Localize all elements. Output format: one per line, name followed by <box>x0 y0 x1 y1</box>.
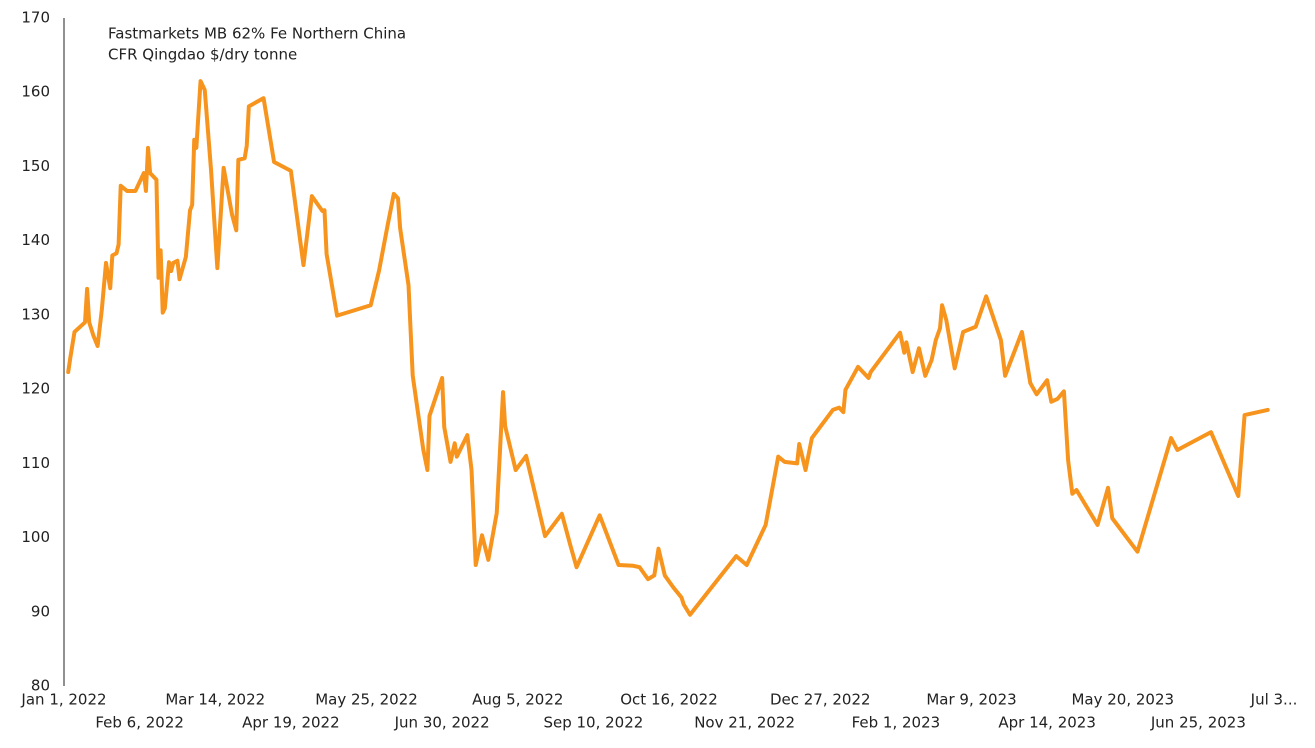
y-tick-label: 140 <box>21 231 50 249</box>
x-tick-label: May 25, 2022 <box>315 691 418 709</box>
y-tick-label: 100 <box>21 528 50 546</box>
y-tick-label: 90 <box>31 602 50 620</box>
x-tick-label: Nov 21, 2022 <box>694 714 795 732</box>
x-tick-label: Oct 16, 2022 <box>620 691 718 709</box>
x-tick-label: Aug 5, 2022 <box>472 691 563 709</box>
x-tick-label: May 20, 2023 <box>1071 691 1174 709</box>
chart-title-line: Fastmarkets MB 62% Fe Northern China <box>108 25 406 43</box>
y-tick-label: 80 <box>31 677 50 695</box>
y-tick-label: 150 <box>21 157 50 175</box>
y-tick-label: 110 <box>21 454 50 472</box>
x-tick-label: Feb 1, 2023 <box>852 714 941 732</box>
price-line <box>66 79 1270 617</box>
x-tick-label: Jun 30, 2022 <box>394 714 490 732</box>
x-tick-label: Jul 3... <box>1250 691 1298 709</box>
y-tick-label: 160 <box>21 83 50 101</box>
x-tick-label: Jun 25, 2023 <box>1150 714 1246 732</box>
x-tick-label: Apr 19, 2022 <box>242 714 340 732</box>
y-tick-label: 120 <box>21 380 50 398</box>
x-tick-label: Mar 9, 2023 <box>926 691 1016 709</box>
y-tick-label: 170 <box>21 9 50 27</box>
x-tick-label: Dec 27, 2022 <box>770 691 871 709</box>
x-tick-label: Sep 10, 2022 <box>543 714 643 732</box>
x-tick-label: Mar 14, 2022 <box>165 691 265 709</box>
x-tick-label: Apr 14, 2023 <box>998 714 1096 732</box>
x-tick-label: Jan 1, 2022 <box>20 691 106 709</box>
x-tick-label: Feb 6, 2022 <box>95 714 184 732</box>
chart-title-line: CFR Qingdao $/dry tonne <box>108 46 297 64</box>
y-tick-label: 130 <box>21 305 50 323</box>
